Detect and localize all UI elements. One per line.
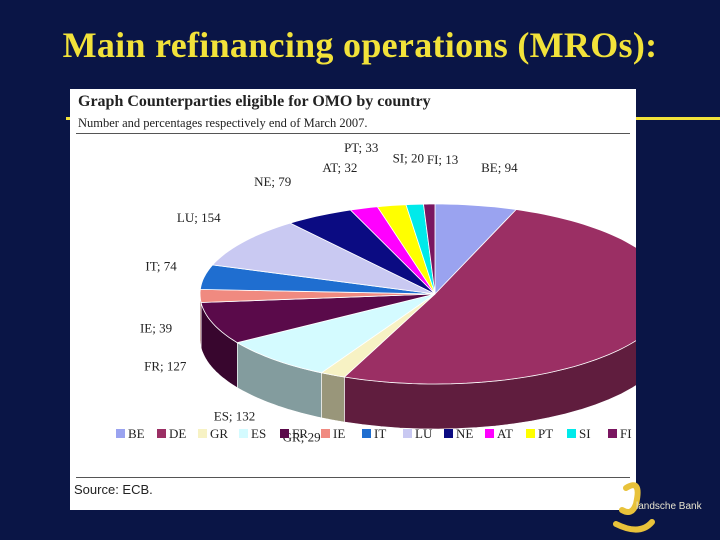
pie-slice-fr (200, 293, 436, 344)
data-label-be: BE; 94 (481, 160, 518, 175)
legend-item-at: AT (485, 426, 513, 441)
slide-title: Main refinancing operations (MROs): (62, 25, 658, 65)
legend-label: AT (497, 426, 513, 441)
legend-label: FI (620, 426, 632, 441)
data-label-at: AT; 32 (322, 160, 357, 175)
legend-label: LU (415, 426, 433, 441)
legend-swatch (198, 429, 207, 438)
legend-label: NE (456, 426, 473, 441)
legend-item-pt: PT (526, 426, 553, 441)
legend-item-be: BE (116, 426, 145, 441)
data-label-ne: NE; 79 (254, 174, 291, 189)
source-divider (76, 477, 630, 478)
data-label-fr: FR; 127 (144, 359, 187, 374)
data-label-it: IT; 74 (145, 259, 177, 274)
pie-slice-ne (289, 209, 436, 295)
legend-swatch (526, 429, 535, 438)
pie-slice-fi (423, 203, 436, 295)
pie-tops (199, 203, 636, 385)
data-label-pt: PT; 33 (344, 140, 378, 155)
data-label-ie: IE; 39 (140, 321, 172, 336)
legend-swatch (608, 429, 617, 438)
data-label-si: SI; 20 (393, 151, 424, 166)
legend-swatch (321, 429, 330, 438)
legend-item-ie: IE (321, 426, 345, 441)
pie-slice-es (236, 293, 436, 374)
legend-swatch (567, 429, 576, 438)
legend-label: DE (169, 426, 186, 441)
pie-slice-de (343, 209, 636, 385)
bank-logo-text: landsche Bank (636, 501, 702, 512)
legend-item-gr: GR (198, 426, 228, 441)
legend-label: PT (538, 426, 553, 441)
chart-subtitle: Number and percentages respectively end … (78, 116, 368, 130)
legend-swatch (444, 429, 453, 438)
legend-label: SI (579, 426, 591, 441)
data-label-gr: GR; 29 (283, 430, 321, 445)
legend-label: IT (374, 426, 386, 441)
data-label-lu: LU; 154 (177, 210, 221, 225)
chart-title: Graph Counterparties eligible for OMO by… (78, 93, 431, 110)
legend-item-fr: FR (280, 426, 308, 441)
chart-source: Source: ECB. (74, 482, 153, 497)
legend-swatch (362, 429, 371, 438)
legend-item-de: DE (157, 426, 186, 441)
pie-slice-lu (211, 222, 436, 295)
legend-label: ES (251, 426, 266, 441)
pie-slice-be (434, 203, 518, 295)
bank-logo-icon (613, 482, 655, 533)
legend-swatch (239, 429, 248, 438)
legend-swatch (403, 429, 412, 438)
title-divider (76, 133, 630, 134)
title-underline-left (66, 117, 72, 120)
legend-item-lu: LU (403, 426, 433, 441)
legend-label: IE (333, 426, 345, 441)
legend-item-fi: FI (608, 426, 632, 441)
chart-panel: Graph Counterparties eligible for OMO by… (70, 89, 636, 510)
legend-item-es: ES (239, 426, 266, 441)
legend-swatch (485, 429, 494, 438)
legend-item-ne: NE (444, 426, 473, 441)
legend-swatch (116, 429, 125, 438)
data-label-es: ES; 132 (214, 409, 256, 424)
legend-label: BE (128, 426, 145, 441)
legend-item-it: IT (362, 426, 386, 441)
legend-item-si: SI (567, 426, 591, 441)
title-underline-right (636, 117, 720, 120)
legend-label: GR (210, 426, 228, 441)
legend-label: FR (292, 426, 308, 441)
legend-swatch (280, 429, 289, 438)
chart-legend: BE DE GR ES FR IE IT LU NE AT PT SI FI (116, 426, 632, 441)
data-label-fi: FI; 13 (427, 152, 458, 167)
legend-swatch (157, 429, 166, 438)
pie-side-gr (321, 372, 345, 423)
